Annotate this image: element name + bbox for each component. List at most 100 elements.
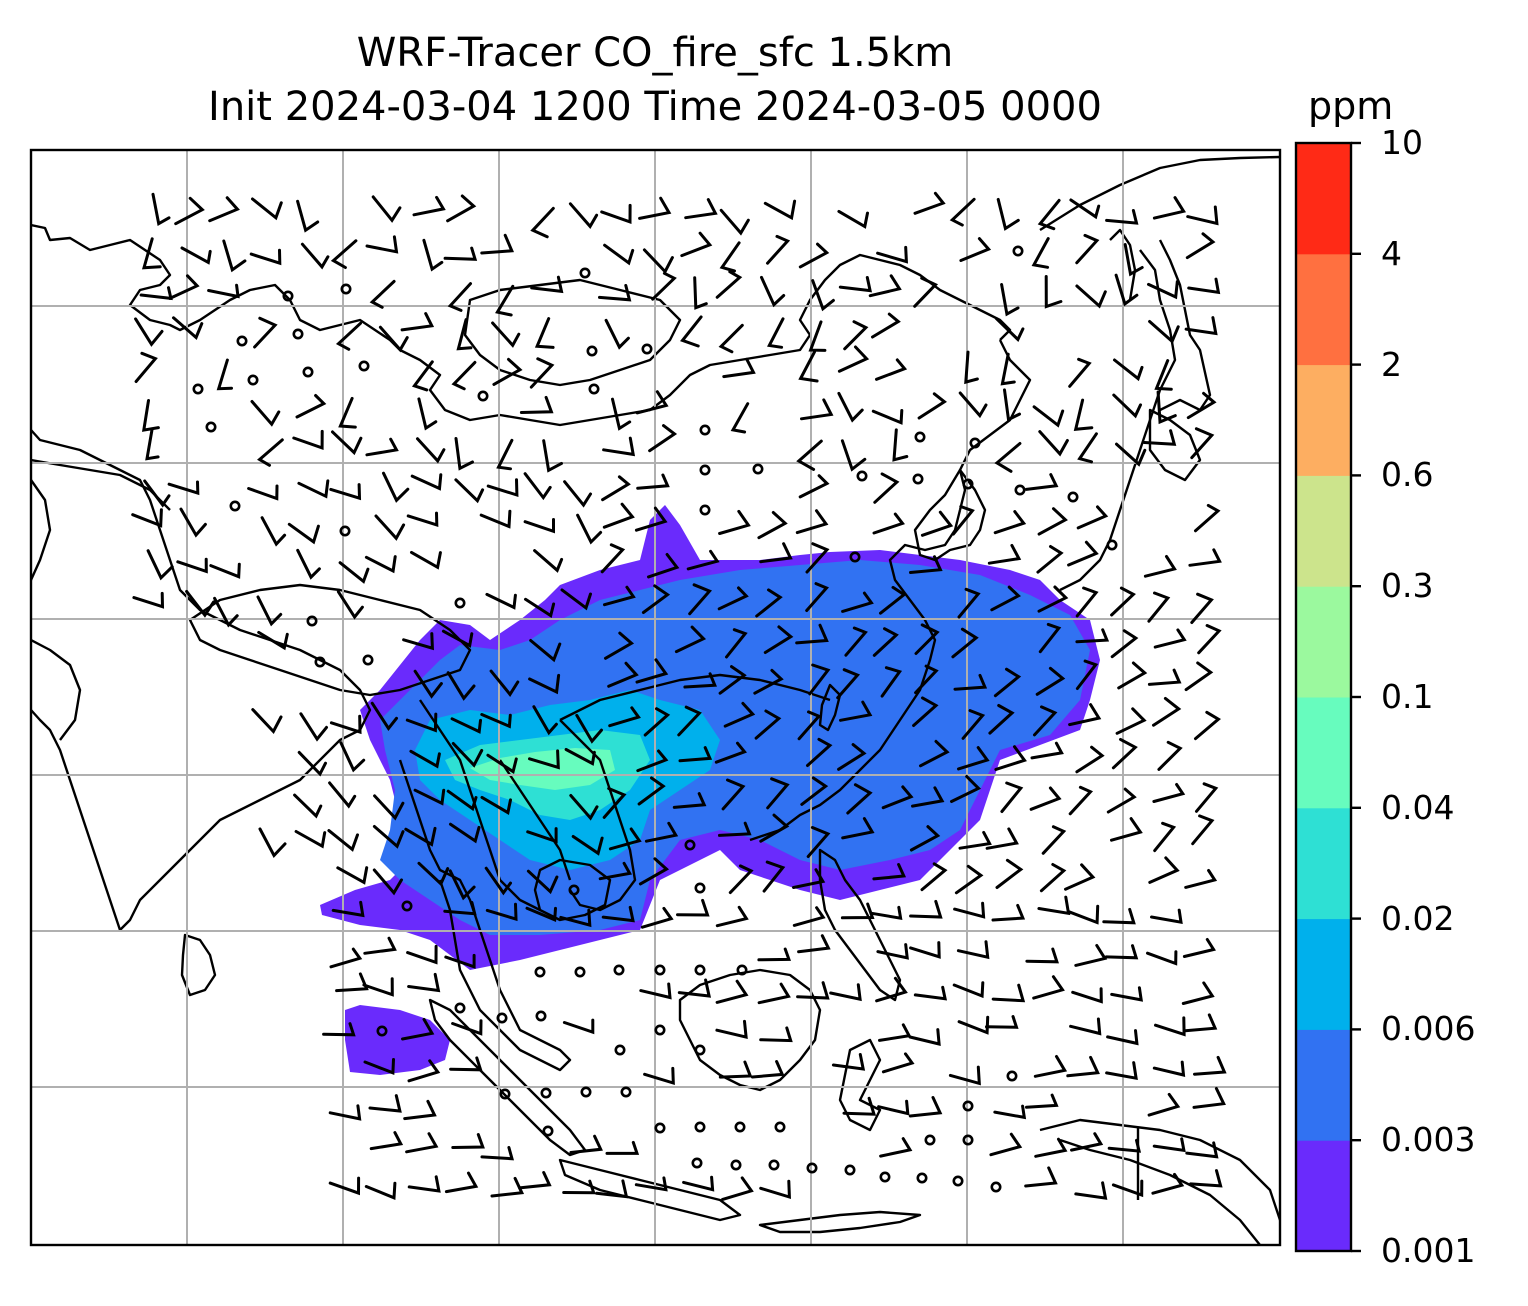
wind-barb — [800, 776, 829, 806]
wind-barb — [672, 792, 707, 809]
wind-barb — [644, 821, 679, 843]
calm-wind-circle — [952, 1175, 964, 1187]
wind-barb — [369, 1131, 404, 1151]
calm-wind-circle — [477, 390, 489, 402]
wind-barb — [1024, 1166, 1058, 1188]
wind-barb — [486, 478, 519, 498]
coastline-new-guinea — [1039, 1118, 1280, 1221]
wind-barb — [410, 550, 442, 570]
wind-barb — [957, 746, 990, 771]
wind-barb — [519, 395, 554, 414]
wind-barb — [529, 639, 562, 663]
wind-barb — [872, 512, 905, 535]
wind-barb — [908, 1096, 943, 1118]
wind-barb — [404, 826, 437, 847]
wind-barb — [598, 284, 632, 302]
wind-barb — [693, 276, 708, 310]
wind-barb — [496, 438, 514, 471]
wind-barb — [757, 947, 792, 962]
coastline-sulawesi — [838, 1038, 882, 1132]
calm-wind-circle — [499, 1088, 511, 1100]
wind-barb — [763, 199, 797, 221]
map-area — [31, 150, 1280, 1245]
wind-barb — [525, 906, 557, 922]
wind-barb — [1068, 703, 1102, 727]
wind-barb — [636, 473, 670, 490]
wind-barb — [841, 591, 874, 613]
wind-barb — [448, 869, 476, 901]
wind-barb — [451, 1019, 483, 1036]
wind-barb — [1113, 358, 1144, 382]
wind-barb — [805, 582, 830, 612]
wind-barb — [880, 666, 903, 698]
wind-barb — [368, 1094, 402, 1113]
colorbar-segment — [1296, 918, 1351, 1030]
wind-barb — [719, 208, 750, 236]
wind-barb — [604, 318, 630, 350]
wind-barb — [1153, 628, 1187, 649]
wind-barb — [607, 661, 639, 688]
wind-barb — [678, 746, 713, 763]
wind-barb — [601, 905, 635, 923]
wind-barb — [994, 442, 1022, 473]
wind-barb — [364, 1181, 397, 1200]
wind-barb — [1034, 1137, 1068, 1158]
wind-barb — [808, 320, 827, 352]
wind-barb — [1191, 814, 1215, 846]
calm-wind-circle — [654, 964, 666, 976]
wind-barb — [373, 794, 405, 821]
wind-barb — [407, 1059, 441, 1083]
calm-wind-circle — [282, 290, 294, 302]
wind-barb — [495, 284, 515, 317]
wind-barb — [1066, 1055, 1100, 1078]
wind-barb — [792, 906, 826, 927]
wind-barb — [837, 743, 867, 771]
calm-wind-circle — [879, 1171, 891, 1183]
wind-barb — [564, 748, 596, 766]
wind-barb — [1182, 938, 1216, 958]
wind-barb — [913, 985, 948, 1001]
wind-barb — [486, 753, 518, 775]
wind-barb — [1195, 782, 1219, 813]
wind-barb — [909, 941, 941, 959]
wind-barb — [559, 908, 592, 928]
wind-barb — [913, 276, 939, 308]
wind-barb — [296, 548, 321, 580]
wind-barb — [760, 275, 786, 308]
wind-barb — [1111, 737, 1138, 770]
calm-wind-circle — [969, 437, 981, 449]
wind-barb — [920, 510, 954, 537]
wind-barb — [908, 1028, 941, 1046]
wind-barb — [719, 241, 741, 273]
colorbar-tick-label: 0.001 — [1381, 1231, 1476, 1270]
colorbar-tick-label: 4 — [1381, 233, 1402, 273]
wind-barb — [174, 196, 205, 226]
wind-barb — [365, 437, 399, 457]
coastline-new-guinea-south — [1059, 1138, 1261, 1245]
wind-barb — [950, 775, 982, 803]
wind-barb — [1151, 1172, 1185, 1195]
calm-wind-circle — [699, 464, 711, 476]
wind-barb — [569, 794, 599, 821]
wind-barb — [914, 664, 939, 695]
wind-barb — [378, 325, 409, 353]
wind-barb — [518, 1171, 552, 1190]
wind-barb — [601, 475, 631, 502]
calm-wind-circle — [568, 884, 580, 896]
wind-barb — [417, 861, 450, 887]
wind-barb — [985, 827, 1019, 850]
wind-barb — [287, 522, 320, 545]
wind-barb — [485, 592, 517, 610]
wind-barb — [222, 239, 247, 273]
wind-barb — [446, 789, 478, 812]
wind-barb — [993, 667, 1022, 698]
wind-barb — [602, 436, 636, 457]
wind-barb — [441, 629, 474, 648]
wind-barb — [329, 947, 363, 969]
wind-barb — [1185, 232, 1216, 260]
wind-barb — [371, 195, 402, 223]
wind-barb — [795, 623, 829, 645]
wind-barb — [964, 350, 979, 385]
calm-wind-circle — [339, 525, 351, 537]
coastline-java — [558, 1158, 742, 1222]
